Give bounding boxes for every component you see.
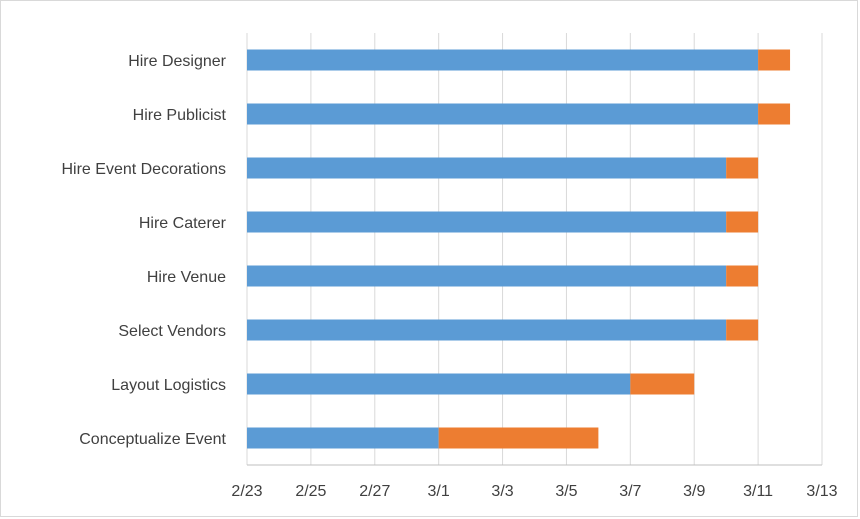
bar-duration xyxy=(726,211,759,233)
category-label: Hire Event Decorations xyxy=(61,161,226,178)
category-label: Hire Caterer xyxy=(139,215,227,232)
bar-duration xyxy=(726,319,759,341)
category-label: Hire Publicist xyxy=(133,107,227,124)
x-tick-label: 3/7 xyxy=(619,483,641,500)
category-label: Conceptualize Event xyxy=(79,431,226,448)
x-tick-label: 3/5 xyxy=(555,483,577,500)
bar-start xyxy=(247,103,759,125)
bar-duration xyxy=(726,157,759,179)
bar-duration xyxy=(438,427,599,449)
x-tick-label: 3/13 xyxy=(806,483,837,500)
bar-start xyxy=(247,265,727,287)
x-tick-label: 2/23 xyxy=(231,483,262,500)
bar-duration xyxy=(758,49,791,71)
bar-duration xyxy=(758,103,791,125)
category-label: Hire Venue xyxy=(147,269,226,286)
bar-start xyxy=(247,211,727,233)
bar-duration xyxy=(630,373,695,395)
bar-start xyxy=(247,49,759,71)
x-tick-label: 2/27 xyxy=(359,483,390,500)
bar-start xyxy=(247,319,727,341)
bar-start xyxy=(247,373,631,395)
x-tick-label: 3/9 xyxy=(683,483,705,500)
bar-start xyxy=(247,157,727,179)
x-tick-label: 2/25 xyxy=(295,483,326,500)
x-tick-label: 3/11 xyxy=(743,483,773,500)
category-label: Layout Logistics xyxy=(111,377,226,394)
bar-start xyxy=(247,427,439,449)
bar-duration xyxy=(726,265,759,287)
x-tick-label: 3/1 xyxy=(428,483,450,500)
category-label: Hire Designer xyxy=(128,53,226,70)
category-label: Select Vendors xyxy=(118,323,226,340)
x-tick-label: 3/3 xyxy=(491,483,513,500)
